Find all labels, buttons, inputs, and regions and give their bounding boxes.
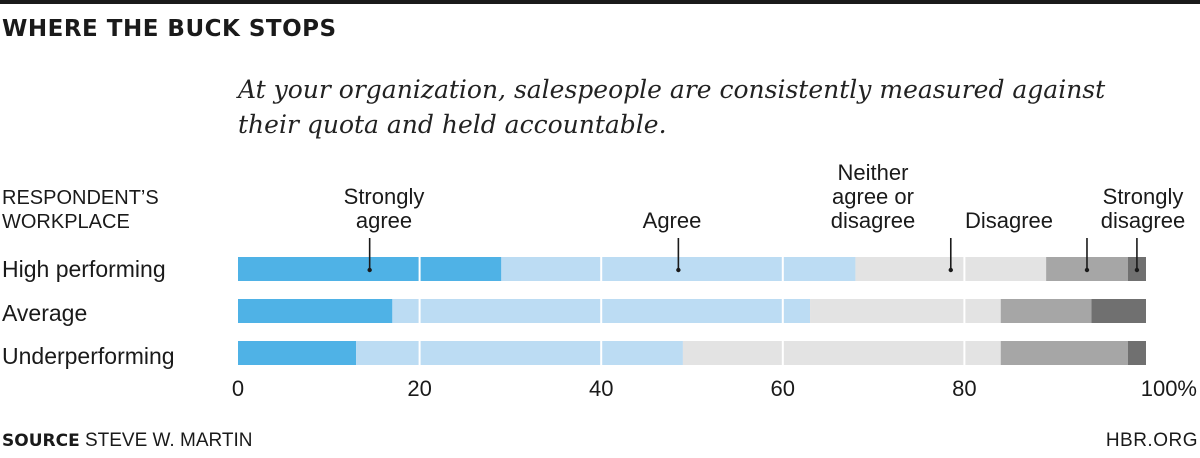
bar-segment [682, 341, 1001, 365]
legend-label: Agree [643, 208, 702, 233]
legend-heading: RESPONDENT’S WORKPLACE [2, 187, 159, 233]
bar-segment [238, 299, 393, 323]
legend-pointer-dot [1084, 267, 1090, 273]
row-label-underperforming: Underperforming [2, 343, 175, 369]
legend-label: Strongly agree [344, 184, 425, 233]
legend-label: Neither agree or disagree [831, 160, 915, 233]
x-tick-label: 40 [589, 376, 613, 401]
row-label-high-performing: High performing [2, 256, 166, 282]
x-tick-label: 100% [1141, 376, 1197, 401]
bar-segment [1000, 341, 1128, 365]
bar-segment [1127, 341, 1146, 365]
brand-label: HBR.ORG [1105, 430, 1198, 451]
row-label-average: Average [2, 300, 88, 326]
chart-subtitle: At your organization, salespeople are co… [238, 75, 1106, 139]
bar-segment [356, 341, 683, 365]
bar-segment [810, 299, 1001, 323]
source-line: SOURCE STEVE W. MARTIN [2, 430, 252, 452]
x-tick-label: 20 [407, 376, 431, 401]
top-rule [0, 0, 1200, 4]
source-label: SOURCE [2, 431, 80, 451]
x-tick-label: 80 [952, 376, 976, 401]
legend-pointer-dot [676, 267, 681, 273]
x-tick-label: 60 [771, 376, 795, 401]
legend-label: Strongly disagree [1101, 184, 1185, 233]
chart-title: WHERE THE BUCK STOPS [2, 16, 337, 42]
x-tick-label: 0 [232, 376, 244, 401]
bar-segment [1091, 299, 1146, 323]
bar-segment [1000, 299, 1092, 323]
legend-pointer-dot [367, 267, 372, 273]
legend-label: Disagree [965, 208, 1053, 233]
legend-pointer-dot [1134, 267, 1140, 273]
bar-segment [238, 341, 357, 365]
source-text: STEVE W. MARTIN [84, 430, 253, 451]
legend-pointer-dot [948, 267, 953, 273]
